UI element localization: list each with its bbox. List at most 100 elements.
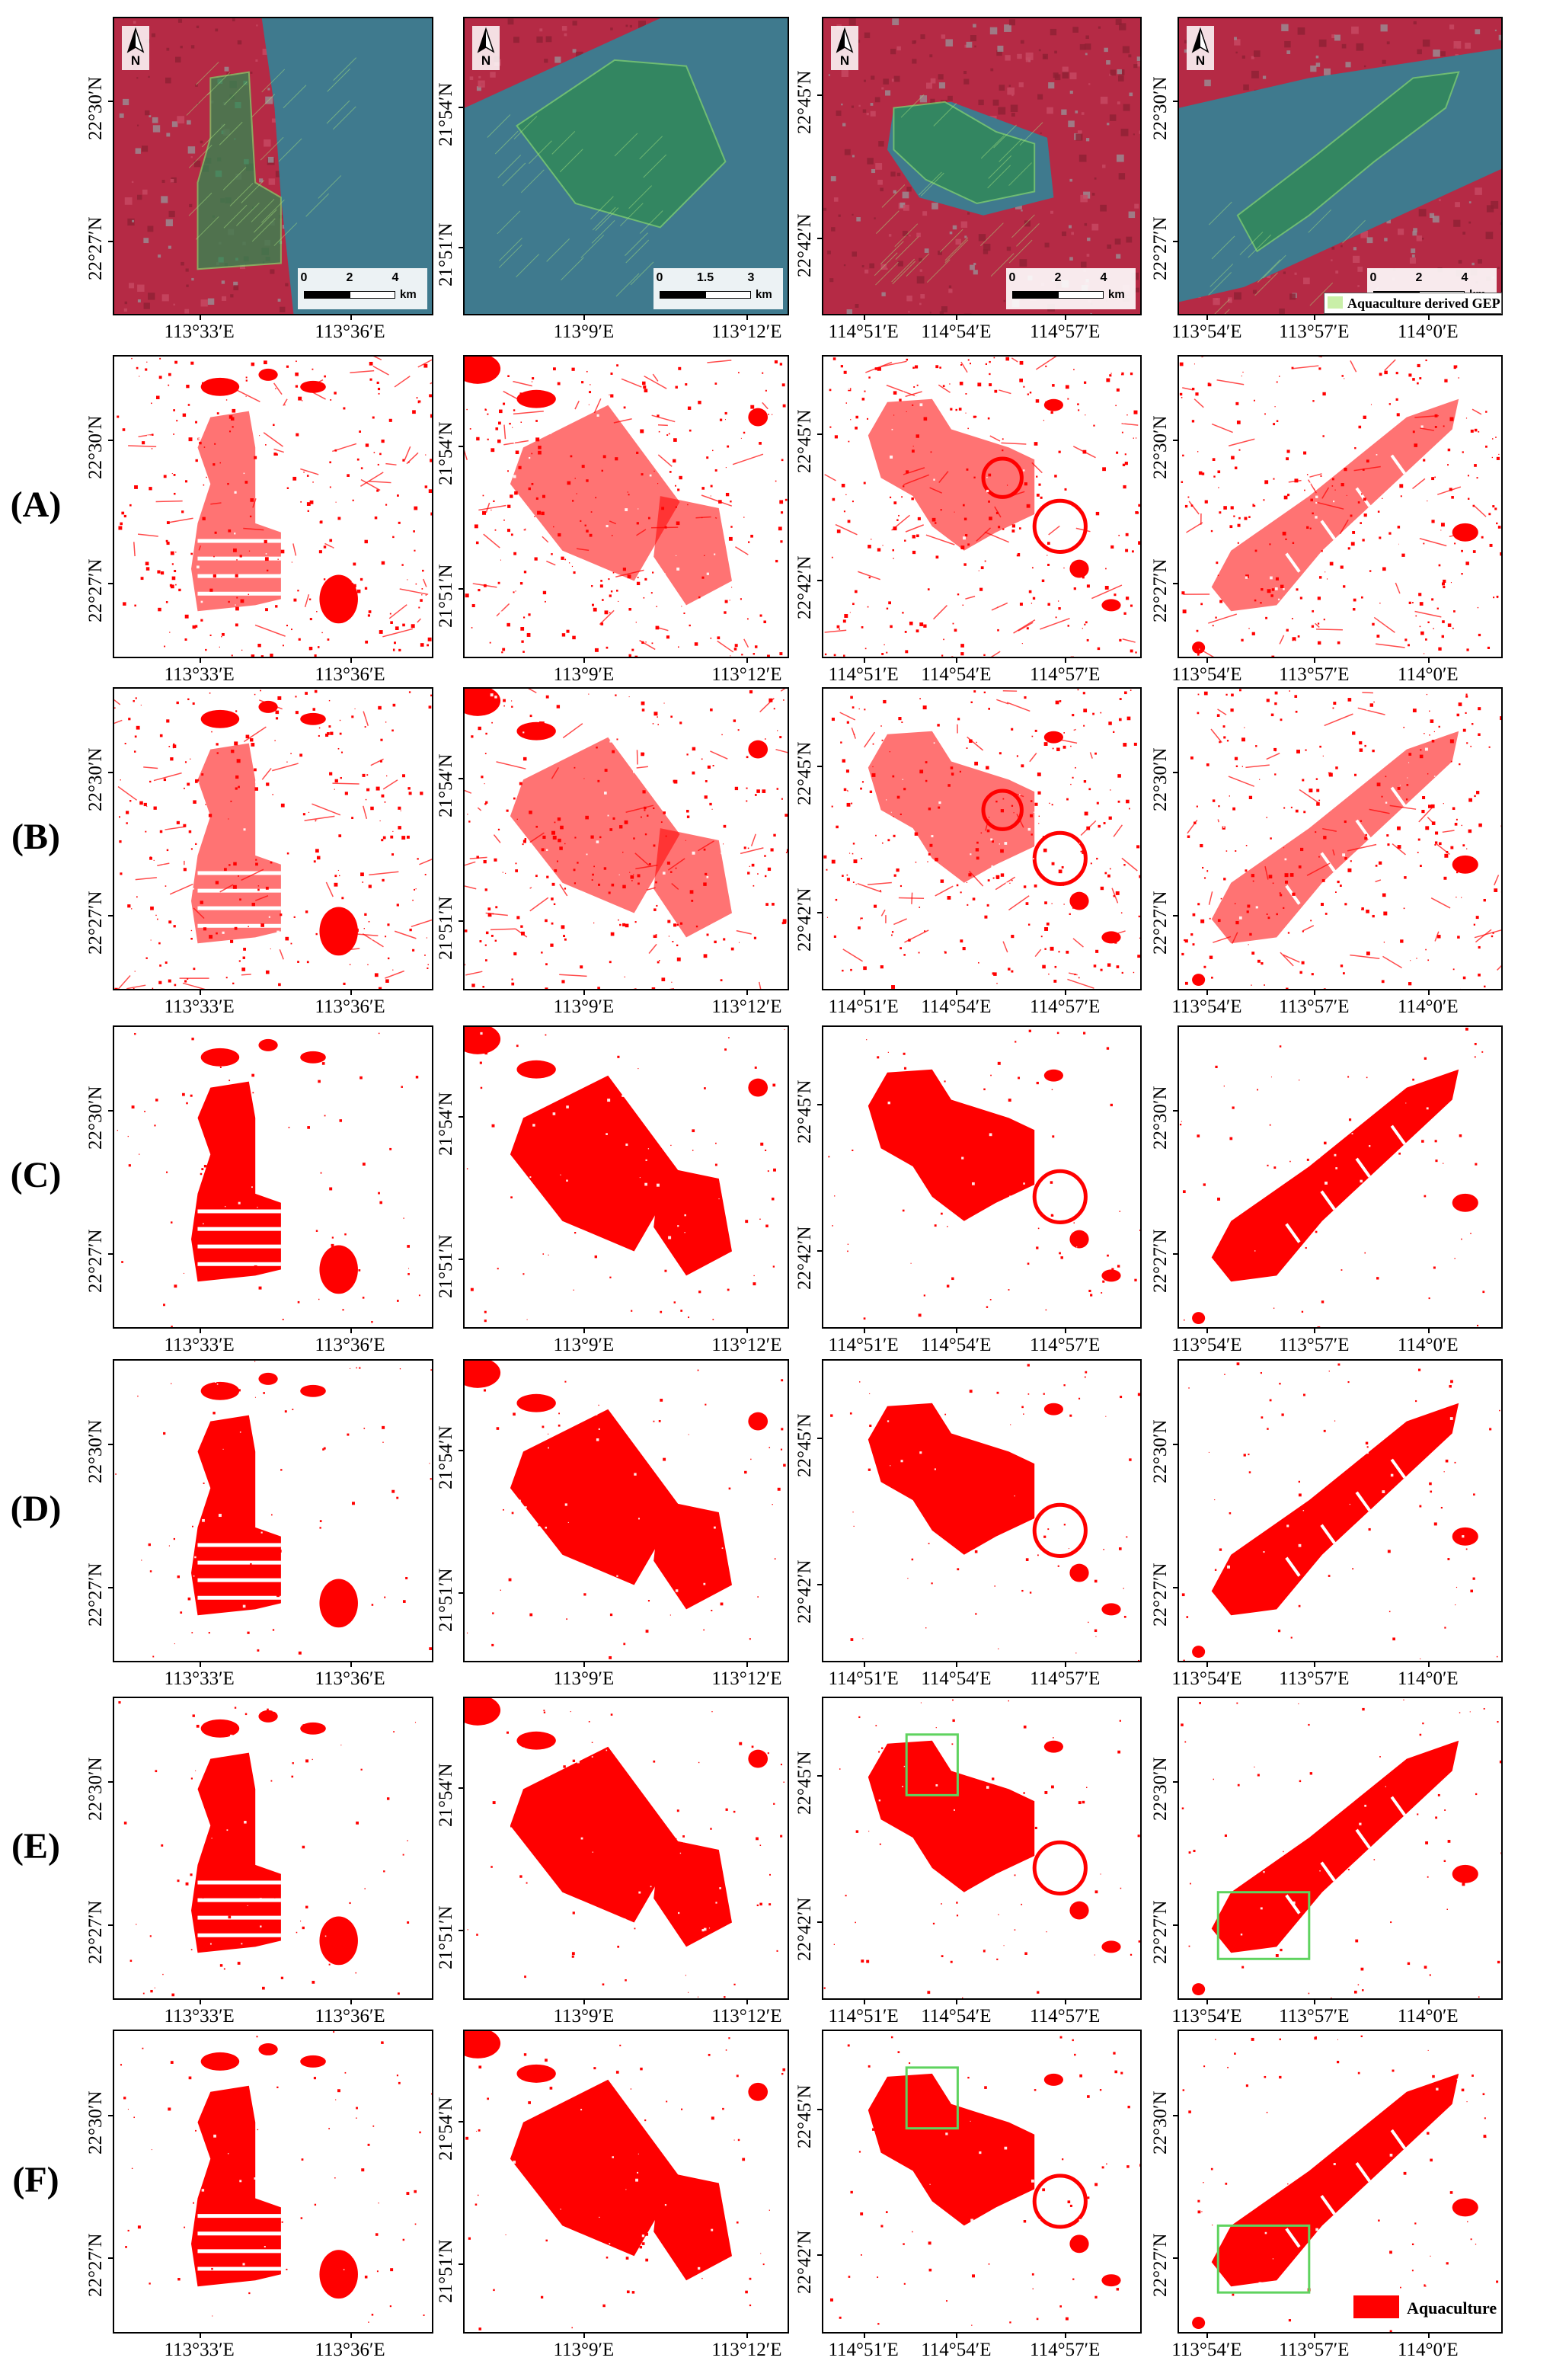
y-tick-label: 22°30′N bbox=[1150, 76, 1171, 140]
classification-panel bbox=[463, 2030, 789, 2334]
y-tick-mark bbox=[817, 1583, 822, 1585]
y-tick-label: 22°45′N bbox=[794, 1413, 815, 1478]
x-tick-mark bbox=[350, 1329, 352, 1333]
north-arrow-icon: N bbox=[831, 26, 858, 70]
x-tick-label: 113°57′E bbox=[1279, 1335, 1350, 1355]
x-tick-label: 114°0′E bbox=[1397, 1335, 1459, 1355]
x-tick-label: 114°0′E bbox=[1397, 664, 1459, 685]
scale-label: 3 bbox=[747, 271, 755, 284]
y-tick-mark bbox=[459, 2263, 463, 2266]
y-tick-label: 22°42′N bbox=[794, 555, 815, 619]
x-tick-label: 114°54′E bbox=[921, 664, 992, 685]
y-tick-label: 22°30′N bbox=[1150, 1086, 1171, 1150]
y-tick-label: 21°54′N bbox=[436, 1763, 456, 1828]
x-tick-label: 113°36′E bbox=[315, 321, 385, 342]
x-tick-label: 113°12′E bbox=[711, 2340, 782, 2360]
x-tick-label: 113°36′E bbox=[315, 1335, 385, 1355]
y-tick-label: 22°30′N bbox=[1150, 1419, 1171, 1484]
x-tick-mark bbox=[863, 1329, 865, 1333]
classification-map bbox=[1180, 689, 1501, 989]
y-tick-label: 22°42′N bbox=[794, 1225, 815, 1290]
classification-panel bbox=[822, 355, 1142, 658]
aquaculture-region bbox=[191, 1415, 281, 1616]
y-tick-label: 21°54′N bbox=[436, 753, 456, 818]
north-label: N bbox=[481, 53, 491, 68]
x-tick-label: 114°0′E bbox=[1397, 996, 1459, 1017]
y-tick-label: 22°27′N bbox=[1150, 890, 1171, 955]
x-tick-mark bbox=[199, 2334, 201, 2338]
y-tick-label: 22°27′N bbox=[85, 1562, 106, 1627]
x-tick-label: 114°54′E bbox=[921, 321, 992, 342]
y-tick-mark bbox=[459, 2120, 463, 2122]
aquaculture-region bbox=[1211, 731, 1459, 944]
x-tick-mark bbox=[1065, 2000, 1067, 2004]
y-tick-mark bbox=[108, 440, 113, 442]
y-tick-label: 22°30′N bbox=[85, 76, 106, 140]
y-tick-mark bbox=[108, 2114, 113, 2116]
scale-bar-segment bbox=[705, 291, 751, 299]
y-tick-mark bbox=[459, 446, 463, 448]
scale-label: 0 bbox=[656, 271, 663, 284]
classification-panel bbox=[113, 2030, 433, 2334]
x-tick-label: 113°12′E bbox=[711, 1668, 782, 1689]
y-tick-label: 22°45′N bbox=[794, 741, 815, 806]
y-tick-label: 21°51′N bbox=[436, 222, 456, 286]
x-tick-mark bbox=[199, 315, 201, 320]
y-tick-label: 22°27′N bbox=[1150, 1562, 1171, 1627]
x-tick-label: 114°57′E bbox=[1030, 1335, 1101, 1355]
classification-map bbox=[823, 689, 1140, 989]
aquaculture-region bbox=[191, 2085, 281, 2287]
classification-canvas bbox=[117, 2031, 432, 2331]
x-tick-mark bbox=[863, 315, 865, 320]
x-tick-mark bbox=[1206, 1662, 1209, 1667]
y-tick-label: 21°54′N bbox=[436, 1092, 456, 1156]
x-tick-label: 113°12′E bbox=[711, 321, 782, 342]
x-tick-label: 114°54′E bbox=[921, 996, 992, 1017]
y-tick-mark bbox=[817, 433, 822, 436]
satellite-panel bbox=[822, 17, 1142, 315]
y-tick-mark bbox=[1173, 241, 1178, 242]
y-tick-mark bbox=[1173, 1781, 1178, 1783]
classification-canvas bbox=[117, 357, 432, 657]
classification-canvas bbox=[1179, 357, 1501, 657]
y-tick-label: 22°45′N bbox=[794, 1080, 815, 1144]
aquaculture-region bbox=[868, 1403, 1035, 1555]
classification-map bbox=[823, 1698, 1140, 1998]
x-tick-label: 113°12′E bbox=[711, 1335, 782, 1355]
x-tick-label: 113°36′E bbox=[315, 996, 385, 1017]
x-tick-mark bbox=[1065, 990, 1067, 995]
x-tick-label: 113°9′E bbox=[553, 664, 615, 685]
y-tick-label: 22°30′N bbox=[1150, 1757, 1171, 1822]
y-tick-label: 21°51′N bbox=[436, 1905, 456, 1970]
y-tick-mark bbox=[108, 582, 113, 584]
x-tick-label: 113°9′E bbox=[553, 1335, 615, 1355]
classification-canvas bbox=[1182, 2035, 1499, 2332]
x-tick-mark bbox=[863, 2000, 865, 2004]
x-tick-label: 113°57′E bbox=[1279, 1668, 1350, 1689]
classification-canvas bbox=[823, 2036, 1140, 2331]
classification-panel bbox=[1178, 2030, 1503, 2334]
classification-map bbox=[117, 2031, 432, 2331]
x-tick-label: 114°57′E bbox=[1030, 996, 1101, 1017]
x-tick-label: 113°54′E bbox=[1171, 2006, 1242, 2027]
x-tick-label: 114°57′E bbox=[1030, 321, 1101, 342]
satellite-image bbox=[465, 18, 788, 314]
x-tick-label: 114°57′E bbox=[1030, 2006, 1101, 2027]
aquaculture-region bbox=[1211, 1740, 1459, 1953]
classification-canvas bbox=[465, 2031, 788, 2332]
aquaculture-legend-swatch bbox=[1353, 2295, 1399, 2318]
aquaculture-region bbox=[1211, 2073, 1459, 2287]
north-label: N bbox=[1195, 53, 1206, 68]
x-tick-label: 113°36′E bbox=[315, 2006, 385, 2027]
x-tick-mark bbox=[1427, 658, 1430, 663]
classification-panel bbox=[463, 355, 789, 658]
y-tick-mark bbox=[108, 772, 113, 774]
classification-map bbox=[117, 357, 432, 657]
y-tick-label: 22°30′N bbox=[85, 2090, 106, 2154]
x-tick-mark bbox=[1065, 1662, 1067, 1667]
classification-canvas bbox=[114, 689, 432, 989]
y-tick-label: 22°27′N bbox=[85, 2233, 106, 2298]
y-tick-mark bbox=[459, 1787, 463, 1790]
y-tick-label: 22°42′N bbox=[794, 1559, 815, 1623]
